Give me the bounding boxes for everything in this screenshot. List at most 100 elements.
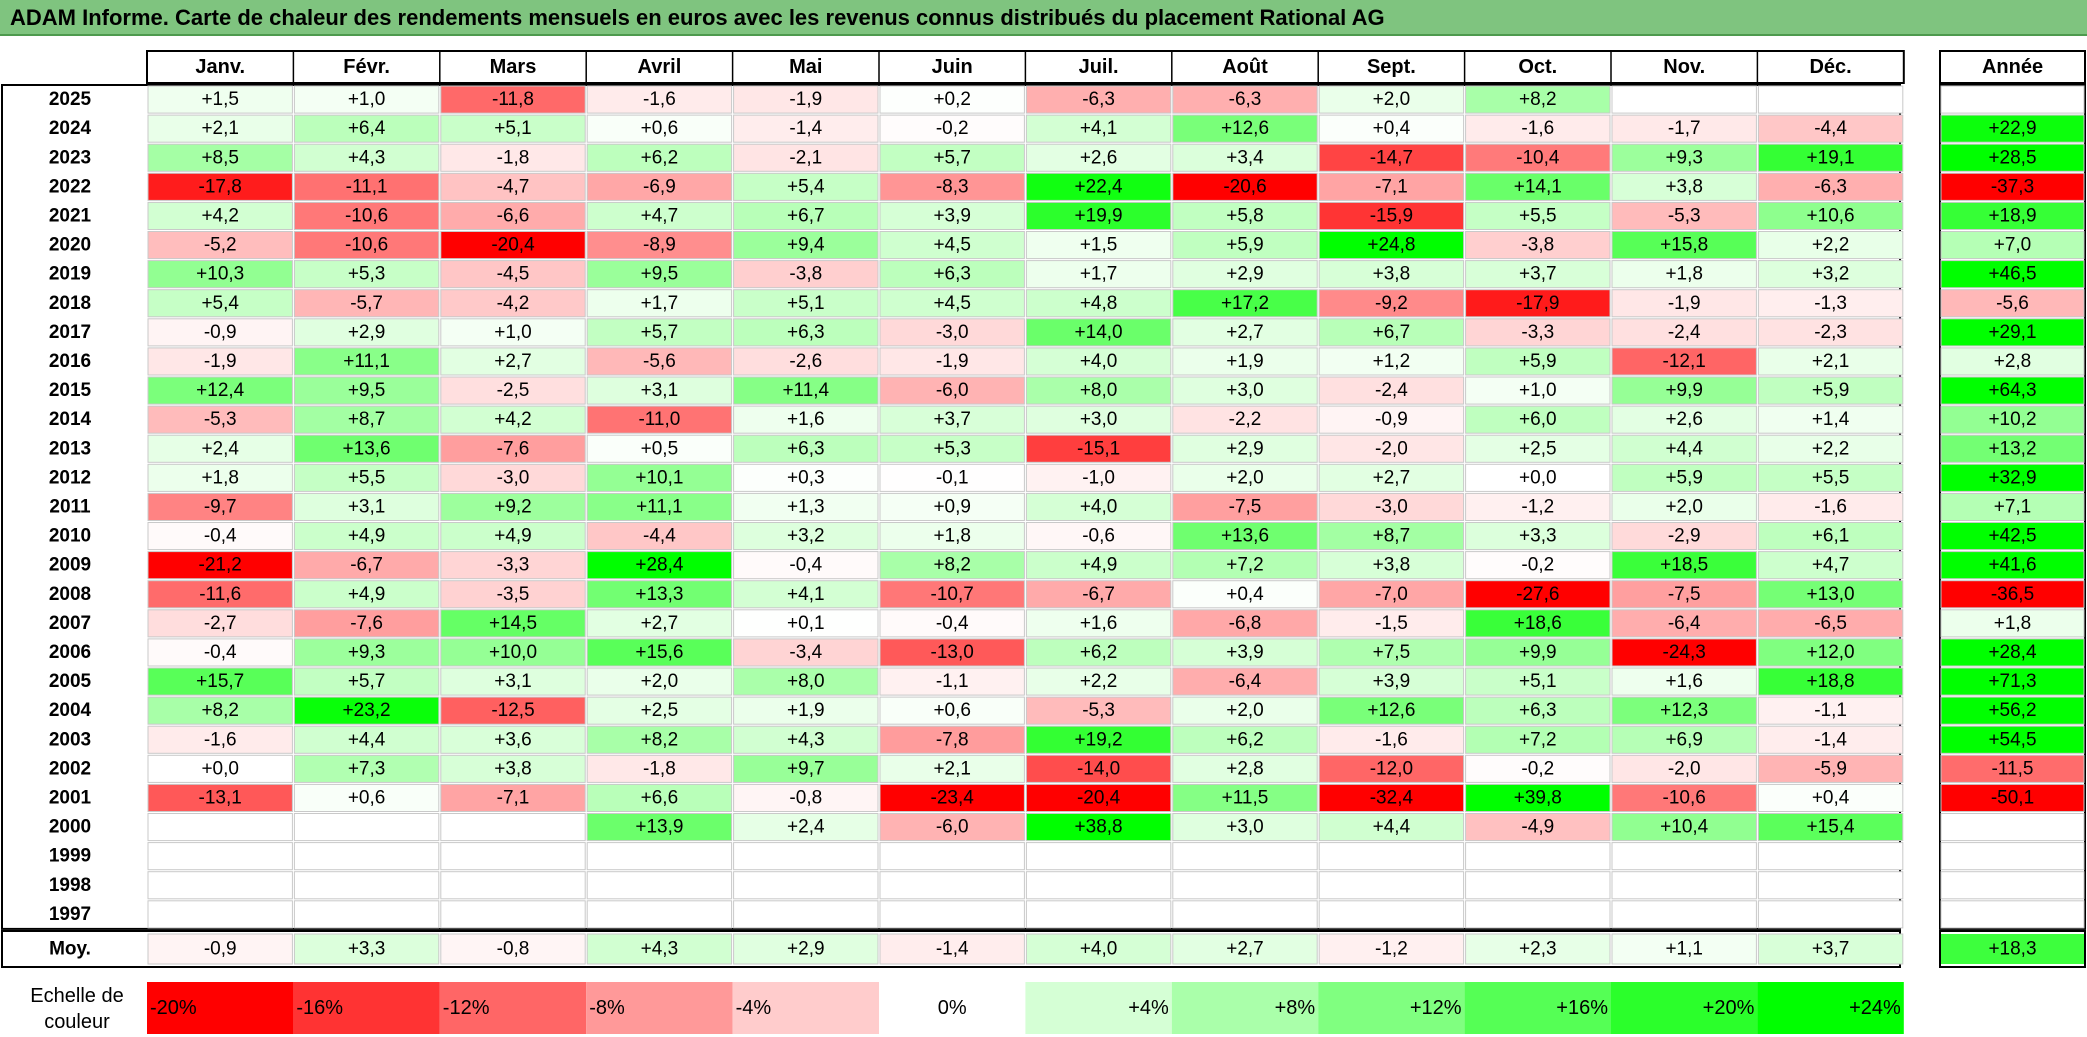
heatmap-cell (293, 667, 440, 696)
heatmap-cell (1172, 871, 1318, 900)
heatmap-cell (879, 551, 1025, 580)
annual-value: +18,9 (1988, 205, 2036, 226)
heatmap-cell (879, 201, 1025, 230)
average-value: -1,4 (936, 939, 969, 960)
year-label: 2011 (49, 496, 91, 517)
heatmap-cell (1172, 143, 1318, 172)
annual-cell (1940, 143, 2085, 172)
cell-value: -5,6 (643, 351, 676, 372)
heatmap-cell (147, 522, 293, 551)
average-cell (1757, 933, 1904, 965)
cell-value: +9,3 (1665, 147, 1703, 168)
cell-value: +3,8 (1373, 555, 1411, 576)
year-label: 2006 (49, 642, 91, 663)
year-label: 2023 (49, 147, 91, 168)
heatmap-cell (440, 143, 586, 172)
heatmap-cell (879, 376, 1025, 405)
cell-value: +8,0 (1080, 380, 1118, 401)
heatmap-cell (1172, 725, 1318, 754)
heatmap-cell (293, 871, 440, 900)
heatmap-cell (1172, 85, 1318, 114)
heatmap-cell (1465, 289, 1611, 318)
heatmap-cell (293, 347, 440, 376)
heatmap-cell (1611, 405, 1757, 434)
heatmap-cell (147, 289, 293, 318)
scale-label: +8% (1275, 997, 1316, 1019)
cell-value: -3,5 (497, 584, 530, 605)
cell-value: -0,6 (1082, 526, 1115, 547)
cell-value: -1,6 (1375, 729, 1408, 750)
heatmap-cell (147, 492, 293, 521)
heatmap-cell (1025, 638, 1172, 667)
heatmap-cell (147, 143, 293, 172)
cell-value: -8,3 (936, 176, 969, 197)
heatmap-cell (586, 347, 733, 376)
average-cell (293, 933, 440, 965)
heatmap-cell (440, 638, 586, 667)
average-cell (1025, 933, 1172, 965)
average-value: +4,0 (1080, 939, 1118, 960)
cell-value: +3,8 (1665, 176, 1703, 197)
heatmap-cell (147, 783, 293, 813)
cell-value: +8,5 (201, 147, 239, 168)
cell-value: +12,6 (1221, 118, 1269, 139)
cell-value: +2,4 (201, 438, 239, 459)
cell-value: +18,6 (1514, 613, 1562, 634)
heatmap-cell (1611, 580, 1757, 609)
cell-value: +13,6 (343, 438, 391, 459)
heatmap-cell (1318, 201, 1465, 230)
cell-value: +2,2 (1812, 438, 1850, 459)
annual-value: -36,5 (1991, 584, 2034, 605)
annual-value: +32,9 (1988, 467, 2036, 488)
heatmap-cell (440, 754, 586, 783)
annual-cell (1940, 347, 2085, 376)
average-cell (1172, 933, 1318, 965)
cell-value: +13,6 (1221, 526, 1269, 547)
scale-swatch (1464, 982, 1611, 1034)
heatmap-cell (586, 289, 733, 318)
cell-value: +8,2 (641, 729, 679, 750)
heatmap-cell (147, 871, 293, 900)
heatmap-cell (1025, 900, 1172, 929)
annual-cell (1940, 754, 2085, 783)
cell-value: +1,2 (1373, 351, 1411, 372)
heatmap-cell (1611, 463, 1757, 492)
cell-value: +6,7 (1373, 322, 1411, 343)
heatmap-cell (733, 522, 879, 551)
scale-label-line1: Echelle de (30, 985, 123, 1007)
cell-value: -6,3 (1082, 89, 1115, 110)
heatmap-cell (1757, 434, 1904, 463)
heatmap-cell (293, 318, 440, 347)
annual-cell (1940, 376, 2085, 405)
cell-value: +6,0 (1519, 409, 1557, 430)
cell-value: -0,1 (936, 467, 969, 488)
heatmap-cell (440, 842, 586, 871)
cell-value: +0,4 (1373, 118, 1411, 139)
cell-value: +4,9 (494, 526, 532, 547)
cell-value: +5,5 (1812, 467, 1850, 488)
annual-value: +42,5 (1988, 526, 2036, 547)
cell-value: -15,1 (1077, 438, 1120, 459)
year-header: Année (1982, 56, 2043, 78)
scale-swatch (147, 982, 294, 1034)
annual-cell (1940, 114, 2085, 143)
heatmap-cell (586, 114, 733, 143)
annual-cell (1940, 783, 2085, 813)
heatmap-cell (440, 871, 586, 900)
cell-value: -10,7 (931, 584, 974, 605)
heatmap-cell (440, 201, 586, 230)
cell-value: +0,4 (1812, 787, 1850, 808)
cell-value: -0,4 (204, 526, 237, 547)
cell-value: +22,4 (1075, 176, 1124, 197)
heatmap-cell (1172, 551, 1318, 580)
heatmap-cell (1025, 492, 1172, 521)
heatmap-cell (293, 522, 440, 551)
cell-value: +4,0 (1080, 351, 1118, 372)
year-label: 2007 (49, 613, 91, 634)
cell-value: +8,7 (348, 409, 386, 430)
month-header: Mars (490, 56, 537, 78)
cell-value: -10,6 (1663, 787, 1706, 808)
heatmap-cell (1025, 871, 1172, 900)
heatmap-cell (879, 725, 1025, 754)
cell-value: +9,7 (787, 758, 825, 779)
